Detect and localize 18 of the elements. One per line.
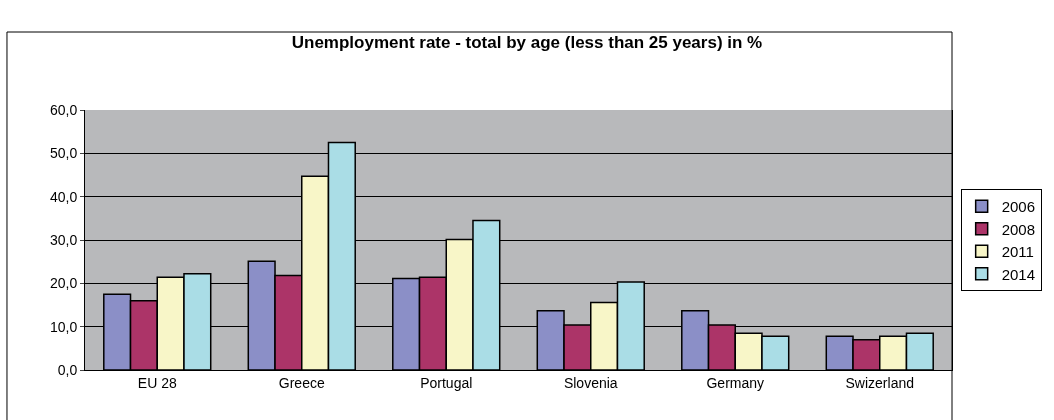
y-tick-label: 60,0 bbox=[49, 101, 78, 118]
x-tick-label: Swizerland bbox=[845, 374, 914, 391]
legend-label: 2011 bbox=[1001, 243, 1034, 261]
x-tick-label: Slovenia bbox=[563, 374, 618, 391]
legend-label: 2014 bbox=[1001, 265, 1036, 283]
y-tick-label: 30,0 bbox=[49, 231, 78, 248]
x-tick-label: Germany bbox=[706, 374, 765, 391]
chart-title: Unemployment rate - total by age (less than 25 years) in % bbox=[291, 32, 763, 52]
x-tick-label: Greece bbox=[278, 374, 325, 391]
legend-label: 2008 bbox=[1001, 220, 1036, 238]
y-tick-label: 10,0 bbox=[49, 318, 78, 335]
y-tick-label: 40,0 bbox=[49, 188, 78, 205]
y-tick-label: 20,0 bbox=[49, 275, 78, 292]
y-tick-label: 0,0 bbox=[57, 361, 78, 378]
x-tick-label: EU 28 bbox=[137, 374, 177, 391]
y-tick-label: 50,0 bbox=[49, 145, 78, 162]
x-tick-label: Portugal bbox=[420, 374, 473, 391]
legend-label: 2006 bbox=[1001, 198, 1036, 216]
